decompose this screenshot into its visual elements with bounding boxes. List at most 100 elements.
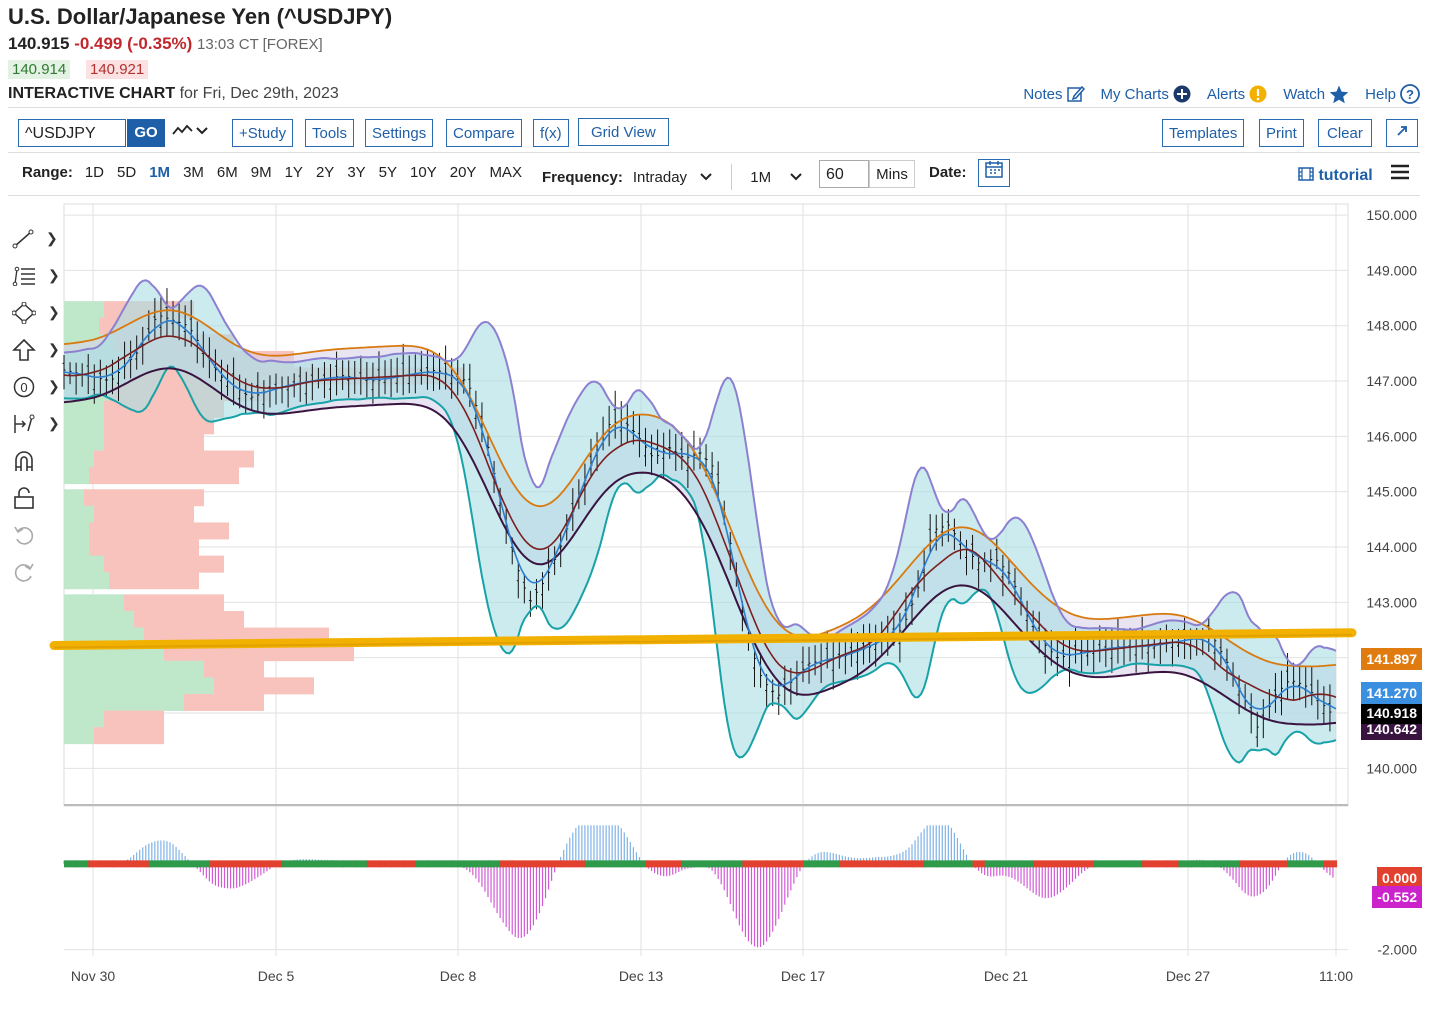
text-tool[interactable]: 0 ❯ [12,368,62,405]
volume-profile-buy [64,539,89,557]
zero-band-segment [1190,860,1204,868]
clear-button[interactable]: Clear [1318,119,1372,147]
zero-band-segment [148,860,163,868]
zero-band-segment [1081,860,1095,868]
zero-band-segment [609,860,623,868]
redo-tool[interactable] [12,553,62,590]
zero-band-segment [633,860,647,868]
settings-button[interactable]: Settings [365,119,434,147]
range-option-1d[interactable]: 1D [84,164,105,181]
notes-link[interactable]: Notes [1023,85,1085,103]
menu-button[interactable] [1390,161,1410,187]
fib-tool[interactable]: ❯ [12,257,62,294]
volume-profile-buy [64,417,104,435]
shape-tool[interactable]: ❯ [12,294,62,331]
range-option-10y[interactable]: 10Y [410,164,437,181]
volume-profile-sell [109,572,199,590]
volume-profile-buy [64,693,184,711]
help-link[interactable]: Help ? [1365,84,1420,104]
range-option-3y[interactable]: 3Y [347,164,366,181]
lock-tool[interactable] [12,479,62,516]
study-button[interactable]: +Study [232,119,294,147]
price-tag: 140.918 [1361,702,1422,724]
range-option-5d[interactable]: 5D [117,164,137,181]
zero-band-segment [1275,860,1289,868]
zero-band-segment [863,860,877,868]
zero-band-segment [948,860,962,868]
quote-time: 13:03 CT [FOREX] [197,36,323,53]
histogram [63,825,1334,948]
date-picker-button[interactable] [978,159,1010,187]
range-option-1y[interactable]: 1Y [284,164,303,181]
tutorial-link[interactable]: tutorial [1298,167,1373,185]
symbol-input[interactable]: ^USDJPY [18,119,126,147]
chart-date: for Fri, Dec 29th, 2023 [179,85,339,102]
range-option-2y[interactable]: 2Y [315,164,335,181]
print-button[interactable]: Print [1259,119,1304,147]
chart-type-selector[interactable] [172,122,210,145]
zero-band-segment [1093,860,1107,868]
undo-tool[interactable] [12,516,62,553]
alert-icon [1249,85,1267,103]
expand-button[interactable] [1386,119,1418,147]
price-chart[interactable]: 150.000 149.000 148.000 147.000 146.000 145.0… [0,196,1420,1006]
fx-button[interactable]: f(x) [533,119,569,147]
magnet-tool[interactable] [12,442,62,479]
zero-band-segment [64,860,78,868]
measure-tool[interactable]: ❯ [12,405,62,442]
line-tool[interactable]: ❯ [12,220,62,257]
go-button[interactable]: GO [127,119,165,147]
zero-band-segment [500,860,514,868]
range-label: Range: [22,164,73,181]
compare-button[interactable]: Compare [446,119,522,147]
zero-band-segment [306,860,320,868]
volume-profile-buy [64,301,104,319]
alerts-link[interactable]: Alerts [1207,85,1267,103]
zero-band-segment [742,860,756,868]
zero-band-segment [1117,860,1132,868]
frequency-bar: Frequency: Intraday 1M [542,164,803,190]
zero-band-segment [185,860,199,868]
film-icon [1298,167,1314,181]
zero-band-segment [1214,860,1229,868]
svg-text:0: 0 [20,380,27,395]
templates-button[interactable]: Templates [1162,119,1245,147]
range-option-6m[interactable]: 6M [216,164,238,181]
zero-band-segment [233,860,247,868]
watch-label: Watch [1283,85,1326,103]
arrow-tool[interactable]: ❯ [12,331,62,368]
zero-band-segment [269,860,284,868]
volume-profile-sell [134,610,244,628]
zero-band-segment [802,860,817,868]
grid-view-button[interactable]: Grid View [578,118,669,146]
my-charts-link[interactable]: My Charts [1101,85,1191,103]
zero-band-segment [1311,860,1325,868]
x-tick-label: Nov 30 [71,968,116,984]
x-tick-label: Dec 17 [781,968,826,984]
mins-input[interactable]: 60 [819,160,869,188]
range-option-1m[interactable]: 1M [149,164,171,181]
zero-band-segment [88,860,102,868]
range-option-20y[interactable]: 20Y [449,164,477,181]
measure-tool-icon [14,414,35,433]
frequency-select[interactable]: Intraday [633,169,713,186]
zero-band-segment [1057,860,1071,868]
range-option-max[interactable]: MAX [489,164,522,181]
zero-band-segment [366,860,381,868]
zero-band-segment [488,860,502,868]
top-links: Notes My Charts Alerts Watch Help ? [1023,84,1420,104]
range-option-9m[interactable]: 9M [250,164,272,181]
range-option-3m[interactable]: 3M [183,164,204,181]
volume-profile-sell [184,693,264,711]
interval-select[interactable]: 1M [750,169,803,186]
zero-band-segment [294,860,308,868]
shape-tool-icon [12,301,36,324]
watch-link[interactable]: Watch [1283,85,1349,104]
range-option-5y[interactable]: 5Y [378,164,398,181]
arrow-tool-icon [12,338,36,361]
volume-profile-buy [64,433,104,451]
tools-button[interactable]: Tools [305,119,355,147]
last-price: 140.915 [8,34,70,53]
zero-band-segment [766,860,780,868]
magnet-icon [15,450,33,471]
